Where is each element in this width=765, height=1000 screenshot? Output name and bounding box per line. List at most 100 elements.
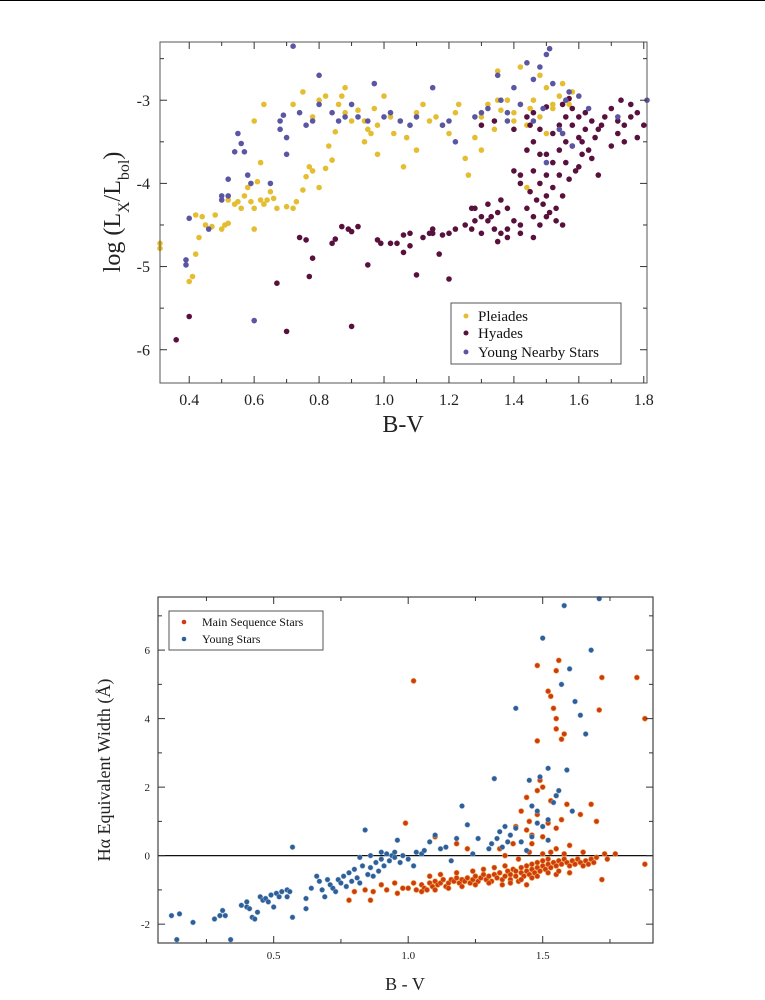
data-point-pleiades — [426, 118, 433, 124]
data-point-hyades — [569, 122, 576, 128]
data-point-young-stars — [176, 911, 183, 917]
legend-label-young-nearby-stars: Young Nearby Stars — [478, 345, 599, 361]
legend-label-hyades: Hyades — [478, 326, 523, 342]
data-point-pleiades — [254, 178, 261, 185]
data-point-main-sequence-stars — [553, 863, 560, 869]
data-point-young-stars — [486, 845, 492, 852]
data-point-pleiades — [381, 93, 387, 99]
data-point-hyades — [332, 236, 339, 242]
data-point-pleiades — [504, 97, 511, 103]
data-point-young-nearby-stars — [283, 151, 290, 158]
data-point-main-sequence-stars — [507, 871, 514, 878]
data-point-young-stars — [378, 849, 385, 856]
data-point-main-sequence-stars — [539, 863, 546, 869]
data-point-hyades — [478, 122, 485, 128]
data-point-main-sequence-stars — [582, 857, 589, 864]
data-point-main-sequence-stars — [515, 856, 522, 862]
data-point-young-stars — [284, 887, 290, 893]
data-point-hyades — [537, 151, 543, 158]
page-top-rule — [0, 0, 765, 1]
data-point-hyades — [576, 164, 582, 170]
data-point-young-nearby-stars — [218, 197, 225, 203]
data-point-main-sequence-stars — [534, 787, 541, 794]
data-point-main-sequence-stars — [561, 856, 568, 862]
data-point-main-sequence-stars — [424, 887, 430, 893]
data-point-young-nearby-stars — [183, 257, 189, 263]
data-point-young-nearby-stars — [511, 84, 517, 91]
data-point-pleiades — [543, 130, 550, 137]
chart1-x-axis-label: B-V — [382, 412, 424, 438]
data-point-young-nearby-stars — [550, 80, 556, 87]
data-point-pleiades — [365, 126, 371, 133]
data-point-young-stars — [321, 893, 328, 900]
data-point-main-sequence-stars — [553, 715, 560, 722]
data-point-pleiades — [290, 205, 296, 212]
chart1-plot-frame — [159, 41, 648, 384]
data-point-main-sequence-stars — [561, 731, 568, 737]
data-point-young-stars — [367, 852, 374, 859]
chart1-ticks — [160, 42, 647, 383]
data-point-hyades — [517, 180, 524, 187]
x-tick-label: 1.2 — [439, 392, 459, 409]
data-point-young-stars — [566, 666, 573, 672]
data-point-pleiades — [261, 101, 267, 108]
data-point-hyades — [634, 134, 641, 141]
data-point-main-sequence-stars — [574, 856, 581, 862]
data-point-young-stars — [211, 916, 218, 922]
data-point-young-stars — [359, 863, 366, 869]
data-point-hyades — [559, 101, 566, 108]
data-point-pleiades — [403, 134, 410, 141]
data-point-pleiades — [300, 89, 306, 95]
data-point-hyades — [446, 230, 452, 237]
data-point-young-stars — [459, 803, 465, 809]
data-point-hyades — [530, 168, 537, 174]
data-point-pleiades — [446, 130, 452, 137]
data-point-main-sequence-stars — [434, 881, 441, 888]
data-point-main-sequence-stars — [642, 715, 648, 722]
data-point-pleiades — [511, 109, 517, 116]
data-point-young-nearby-stars — [546, 45, 553, 52]
data-point-young-stars — [545, 816, 551, 823]
series-hyades — [173, 95, 647, 343]
data-point-hyades — [527, 188, 533, 195]
data-point-main-sequence-stars — [410, 678, 417, 684]
data-point-hyades — [511, 126, 517, 133]
data-point-pleiades — [511, 118, 517, 124]
data-point-hyades — [407, 243, 413, 249]
data-point-pleiades — [400, 164, 407, 170]
data-point-pleiades — [212, 212, 218, 218]
data-point-pleiades — [491, 126, 498, 133]
data-point-pleiades — [478, 114, 485, 120]
data-point-pleiades — [524, 184, 530, 191]
data-point-pleiades — [199, 213, 205, 220]
data-point-main-sequence-stars — [507, 880, 514, 886]
data-point-young-nearby-stars — [238, 140, 244, 147]
data-point-main-sequence-stars — [566, 869, 573, 876]
data-point-young-stars — [303, 905, 309, 912]
data-point-hyades — [429, 230, 436, 237]
data-point-young-stars — [343, 883, 350, 890]
data-point-pleiades — [322, 165, 329, 172]
data-point-hyades — [274, 280, 280, 287]
data-point-main-sequence-stars — [405, 885, 412, 892]
data-point-young-stars — [539, 823, 546, 830]
data-point-young-stars — [496, 828, 503, 835]
data-point-main-sequence-stars — [394, 890, 401, 897]
data-point-hyades — [595, 172, 602, 178]
data-point-young-stars — [534, 820, 541, 826]
data-point-young-nearby-stars — [348, 101, 355, 108]
data-point-main-sequence-stars — [426, 873, 433, 880]
data-point-young-nearby-stars — [517, 101, 524, 108]
data-point-main-sequence-stars — [566, 863, 573, 869]
data-point-young-stars — [364, 871, 371, 878]
data-point-main-sequence-stars — [445, 880, 452, 886]
data-point-pleiades — [335, 101, 342, 108]
data-point-young-stars — [324, 876, 331, 883]
data-point-hyades — [641, 122, 647, 128]
data-point-hyades — [511, 168, 517, 174]
data-point-young-nearby-stars — [566, 89, 572, 95]
data-point-hyades — [559, 222, 566, 228]
data-point-pleiades — [348, 118, 355, 124]
data-point-main-sequence-stars — [391, 880, 398, 886]
data-point-main-sequence-stars — [402, 820, 409, 826]
